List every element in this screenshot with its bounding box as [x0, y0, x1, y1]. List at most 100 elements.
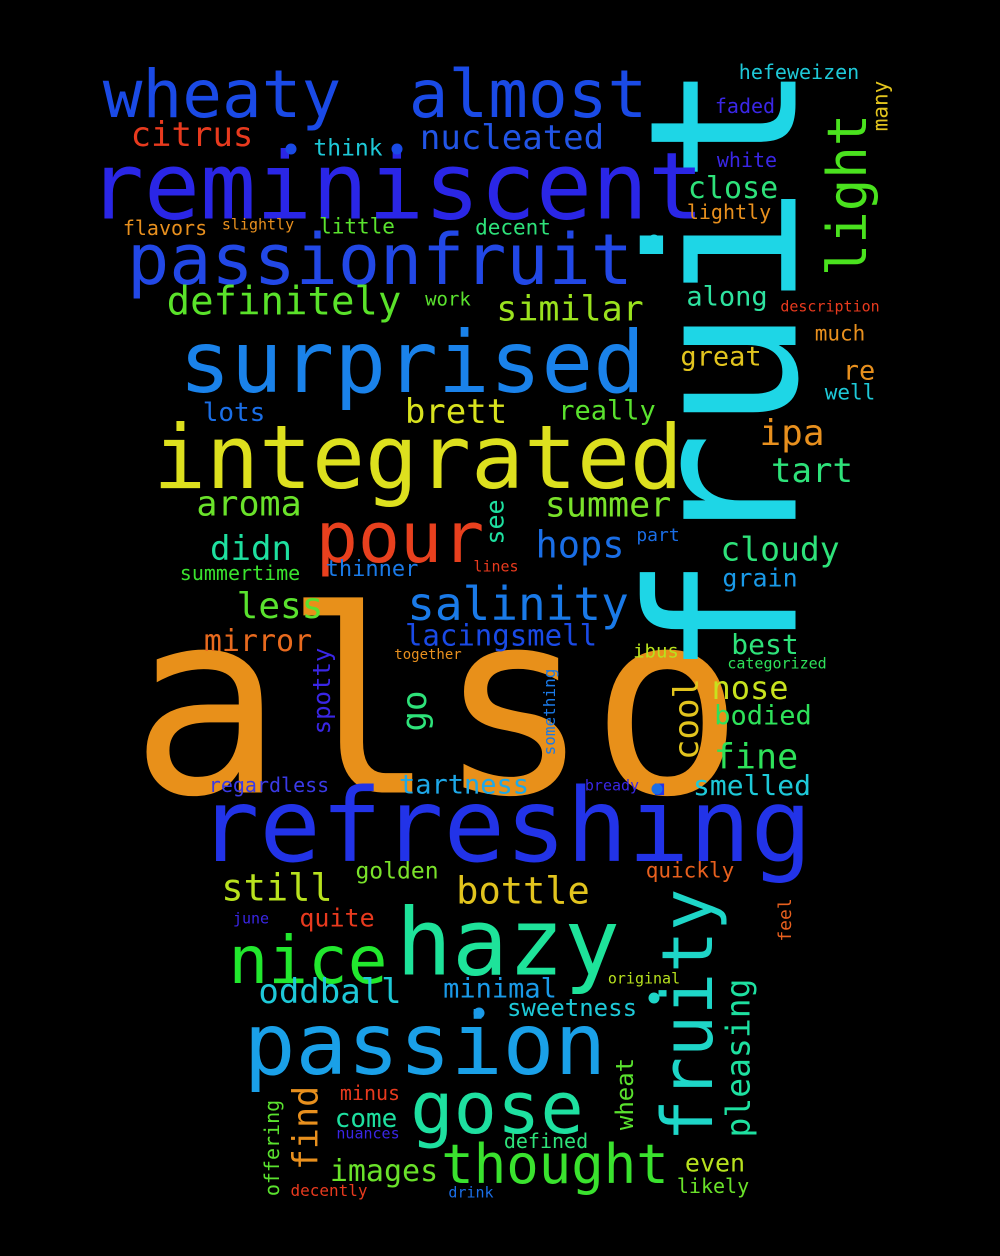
word-integrated: integrated: [153, 406, 683, 509]
word-work: work: [425, 288, 471, 311]
word-grain: grain: [722, 563, 798, 593]
word-passionfruit: passionfruit: [127, 219, 633, 301]
word-tart: tart: [771, 451, 853, 491]
word-decent: decent: [475, 215, 551, 240]
word-go: go: [395, 690, 435, 732]
word-close: close: [687, 171, 779, 206]
word-hops: hops: [535, 523, 625, 567]
word-along: along: [686, 281, 768, 313]
word-cool: cool: [667, 678, 707, 760]
word-find: find: [286, 1085, 327, 1171]
word-citrus: citrus: [130, 115, 254, 155]
word-wheaty: wheaty: [102, 56, 342, 133]
decorative-dot: [648, 992, 660, 1004]
word-defined: defined: [503, 1129, 589, 1153]
word-slightly: slightly: [221, 215, 295, 234]
word-spotty: spotty: [308, 647, 336, 735]
word-similar: similar: [496, 289, 644, 330]
word-brett: brett: [404, 392, 508, 432]
word-even: even: [684, 1148, 746, 1178]
decorative-dot: [285, 143, 297, 155]
word-mirror: mirror: [203, 624, 313, 659]
word-nuances: nuances: [336, 1124, 400, 1143]
word-drink: drink: [448, 1183, 494, 1202]
word-something: something: [540, 668, 559, 756]
word-quickly: quickly: [645, 858, 735, 883]
word-ipa: ipa: [759, 413, 825, 454]
word-original: original: [607, 969, 681, 988]
word-sweetness: sweetness: [506, 994, 638, 1022]
word-come: come: [334, 1104, 398, 1134]
word-aroma: aroma: [196, 484, 302, 525]
word-summertime: summertime: [179, 561, 301, 585]
word-pleasing: pleasing: [718, 978, 758, 1138]
word-likely: likely: [676, 1174, 750, 1198]
word-nice: nice: [228, 922, 388, 999]
word-summer: summer: [544, 485, 672, 526]
word-thought: thought: [441, 1133, 669, 1196]
word-june: june: [232, 909, 270, 928]
word-gose: gose: [410, 1066, 584, 1150]
word-almost: almost: [408, 56, 648, 133]
word-hazy: hazy: [396, 888, 620, 997]
word-salinity: salinity: [407, 577, 629, 631]
word-lacingsmell: lacingsmell: [404, 618, 598, 653]
word-bready: bready: [584, 776, 640, 795]
word-fruity: fruity: [647, 888, 729, 1142]
decorative-dot: [391, 143, 403, 155]
word-together: together: [394, 647, 462, 663]
word-refreshing: refreshing: [197, 767, 813, 886]
decorative-dot: [651, 783, 663, 795]
word-thinner: thinner: [325, 557, 419, 582]
word-quite: quite: [299, 903, 375, 933]
word-part: part: [636, 525, 680, 546]
word-fine: fine: [713, 737, 799, 778]
word-faded: faded: [714, 94, 776, 118]
word-reminiscent: reminiscent: [88, 132, 704, 241]
word-also: also: [129, 556, 745, 854]
word-nose: nose: [711, 669, 789, 707]
word-well: well: [824, 380, 876, 405]
word-re: re: [842, 355, 876, 387]
word-definitely: definitely: [166, 279, 402, 325]
word-lots: lots: [202, 398, 266, 428]
word-didn: didn: [210, 529, 292, 569]
word-flavors: flavors: [122, 216, 208, 240]
word-less: less: [236, 586, 324, 627]
word-offering: offering: [260, 1099, 284, 1197]
word-really: really: [558, 395, 656, 427]
word-still: still: [221, 866, 333, 910]
word-description: description: [780, 297, 880, 316]
word-little: little: [319, 214, 395, 239]
word-best: best: [731, 628, 799, 661]
word-tartness: tartness: [398, 769, 530, 801]
word-cloudy: cloudy: [720, 529, 840, 569]
word-oddball: oddball: [258, 972, 402, 1012]
word-think: think: [313, 135, 383, 162]
word-feel: feel: [775, 898, 796, 942]
word-hefeweizen: hefeweizen: [738, 60, 860, 84]
word-see: see: [480, 499, 510, 545]
word-surprised: surprised: [179, 313, 645, 413]
word-regardless: regardless: [208, 773, 330, 797]
word-much: much: [814, 321, 866, 346]
word-many: many: [868, 80, 893, 132]
decorative-dot: [648, 234, 660, 246]
word-smelled: smelled: [692, 769, 812, 802]
word-lines: lines: [473, 557, 519, 576]
word-wheat: wheat: [611, 1057, 639, 1131]
word-passion: passion: [243, 995, 607, 1095]
word-great: great: [680, 341, 762, 373]
word-light: light: [816, 113, 879, 277]
word-lightly: lightly: [686, 200, 772, 224]
word-categorized: categorized: [727, 654, 827, 673]
word-ibus: ibus: [633, 640, 679, 663]
word-decently: decently: [290, 1181, 368, 1200]
word-pour: pour: [315, 497, 485, 579]
word-white: white: [716, 148, 778, 172]
word-nucleated: nucleated: [419, 118, 605, 158]
word-bodied: bodied: [714, 700, 812, 732]
decorative-dot: [473, 1007, 485, 1019]
word-golden: golden: [355, 858, 439, 885]
